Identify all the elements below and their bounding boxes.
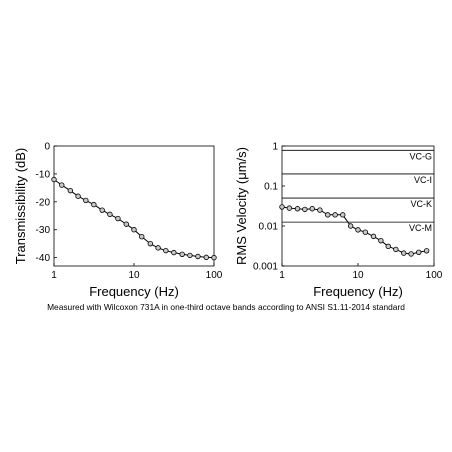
x-axis-label: Frequency (Hz) <box>89 284 179 299</box>
y-axis-label: RMS Velocity (μm/s) <box>234 147 249 265</box>
data-point <box>59 182 65 188</box>
data-point <box>179 251 185 257</box>
x-tick-label: 1 <box>279 270 285 281</box>
figure-caption: Measured with Wilcoxon 731A in one-third… <box>47 302 405 312</box>
x-tick-label: 10 <box>128 270 140 281</box>
data-point <box>294 206 301 212</box>
x-tick-label: 100 <box>206 270 223 281</box>
data-point <box>139 233 145 240</box>
data-point <box>211 254 217 261</box>
data-point <box>332 212 338 218</box>
data-point <box>393 246 399 253</box>
data-point <box>279 204 285 210</box>
criterion-label: VC-G <box>410 151 433 161</box>
data-point <box>355 227 361 233</box>
data-point <box>401 250 407 256</box>
data-point <box>51 176 57 183</box>
data-point <box>171 249 177 256</box>
data-point <box>203 254 209 261</box>
criterion-label: VC-M <box>409 223 432 233</box>
x-tick-label: 1 <box>51 270 57 281</box>
y-tick-label: 1 <box>272 142 278 153</box>
series-line <box>281 206 427 255</box>
y-tick-label: 0 <box>44 142 50 153</box>
transmissibility-chart: 1 10 100 0 -10 -20 -30 -40 Frequency (Hz) Transmi… <box>13 142 223 300</box>
data-point <box>302 206 308 213</box>
y-tick-label: 0.1 <box>264 182 278 193</box>
y-tick-label: -30 <box>36 225 51 236</box>
data-point <box>91 201 97 208</box>
data-point <box>131 227 137 233</box>
y-axis-label: Transmissibility (dB) <box>13 148 28 265</box>
data-point <box>385 243 391 250</box>
data-point <box>309 206 315 212</box>
y-tick-label: 0.001 <box>253 262 278 273</box>
data-point <box>408 251 414 257</box>
x-axis-label: Frequency (Hz) <box>313 284 403 299</box>
data-point <box>347 223 354 229</box>
data-point <box>155 245 161 251</box>
y-tick-label: -20 <box>36 197 51 208</box>
data-point <box>115 215 121 222</box>
data-point <box>317 207 323 213</box>
y-tick-label: -40 <box>36 253 51 264</box>
data-point <box>107 211 113 218</box>
data-point <box>99 207 105 213</box>
data-point <box>423 248 430 254</box>
y-tick-label: -10 <box>36 169 51 180</box>
data-point <box>83 197 89 204</box>
data-point <box>325 212 331 218</box>
data-point <box>147 240 154 247</box>
criterion-label: VC-K <box>410 199 432 209</box>
criterion-label: VC-I <box>414 175 432 185</box>
data-point <box>286 205 293 211</box>
data-point <box>416 249 422 256</box>
data-point <box>67 187 74 194</box>
data-point <box>123 221 129 227</box>
x-tick-label: 10 <box>352 270 364 281</box>
data-point <box>163 247 169 254</box>
data-point <box>370 233 377 240</box>
data-point <box>340 212 346 218</box>
data-point <box>362 229 369 235</box>
x-tick-label: 100 <box>426 270 443 281</box>
series-line <box>53 179 215 259</box>
data-point <box>195 253 201 260</box>
plot-frame <box>53 145 215 267</box>
y-tick-label: 0.01 <box>259 222 279 233</box>
data-point <box>75 193 81 199</box>
rms-velocity-chart: 1 10 100 1 0.1 0.01 0.001 VC-G VC-I VC-K VC-M Frequ… <box>234 142 443 300</box>
data-point <box>187 252 193 259</box>
data-point <box>378 237 384 244</box>
